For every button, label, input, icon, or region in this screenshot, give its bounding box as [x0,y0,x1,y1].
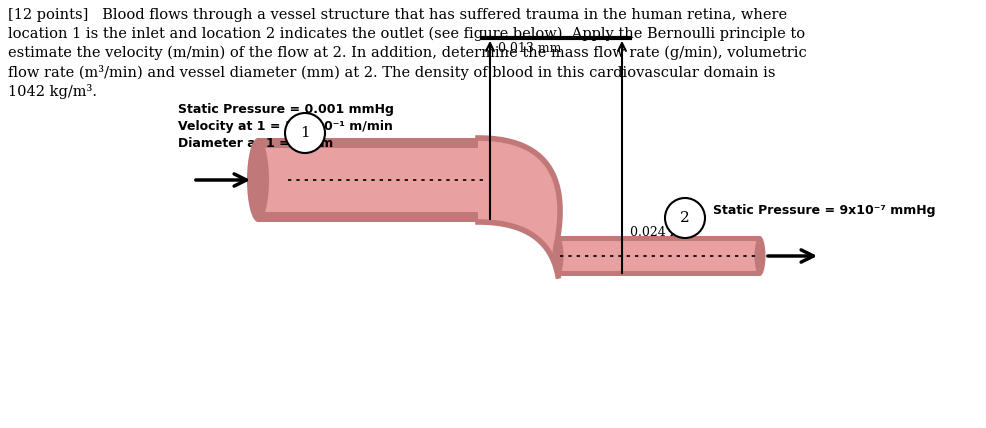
Text: flow rate (m³/min) and vessel diameter (mm) at 2. The density of blood in this c: flow rate (m³/min) and vessel diameter (… [8,65,776,80]
Circle shape [665,198,705,238]
Bar [258,138,478,148]
Text: 1: 1 [300,126,310,140]
Text: Static Pressure = 0.001 mmHg: Static Pressure = 0.001 mmHg [178,103,393,116]
Bar [558,271,760,276]
Text: [12 points]   Blood flows through a vessel structure that has suffered trauma in: [12 points] Blood flows through a vessel… [8,8,787,22]
Ellipse shape [552,236,564,276]
Bar [558,236,760,276]
Bar [558,236,760,241]
Text: 1042 kg/m³.: 1042 kg/m³. [8,84,97,99]
Bar [258,138,478,222]
Ellipse shape [754,236,765,276]
Circle shape [285,113,325,153]
Text: location 1 is the inlet and location 2 indicates the outlet (see figure below). : location 1 is the inlet and location 2 i… [8,27,806,42]
Polygon shape [478,138,560,276]
Text: 0.024 mm: 0.024 mm [630,226,693,239]
Text: Static Pressure = 9x10⁻⁷ mmHg: Static Pressure = 9x10⁻⁷ mmHg [713,203,936,217]
Text: Velocity at 1 = 1.2x10⁻¹ m/min: Velocity at 1 = 1.2x10⁻¹ m/min [178,120,392,133]
Text: estimate the velocity (m/min) of the flow at 2. In addition, determine the mass : estimate the velocity (m/min) of the flo… [8,46,807,60]
Text: 2: 2 [680,211,690,225]
Ellipse shape [247,138,269,222]
Text: 0.013 mm: 0.013 mm [498,42,561,55]
Text: Diameter at 1 = 4 mm: Diameter at 1 = 4 mm [178,137,333,150]
Bar [258,212,478,222]
